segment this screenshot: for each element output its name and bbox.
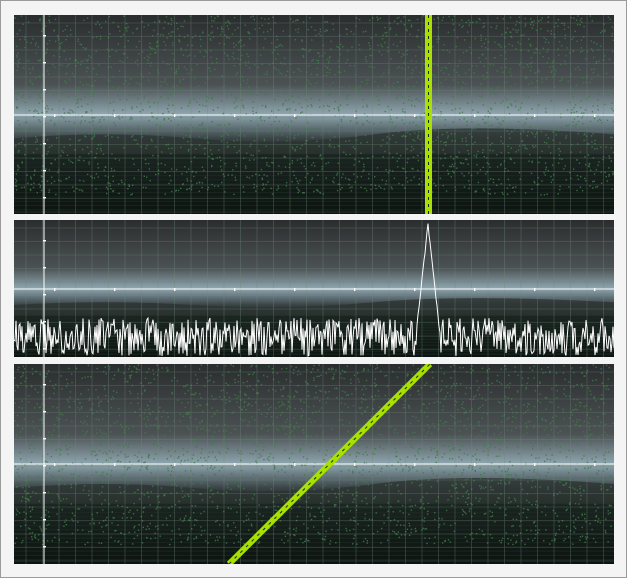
signal-diagonal-sweep [226, 364, 433, 564]
waterfall-top-canvas [14, 15, 614, 214]
spectrum-trace [14, 223, 614, 357]
horizon-hills [14, 128, 614, 155]
marker-ticks [43, 35, 596, 199]
horizon-hills [14, 478, 614, 504]
horizon-hills [14, 298, 614, 316]
noise-dots [14, 364, 614, 546]
spectrum-canvas [14, 220, 614, 357]
spectrum-panel-middle[interactable] [14, 220, 614, 357]
waterfall-panel-bottom[interactable] [14, 364, 614, 564]
marker-ticks [43, 240, 596, 350]
marker-ticks [43, 384, 596, 548]
waterfall-panel-top[interactable] [14, 15, 614, 214]
waterfall-bottom-canvas [14, 364, 614, 564]
